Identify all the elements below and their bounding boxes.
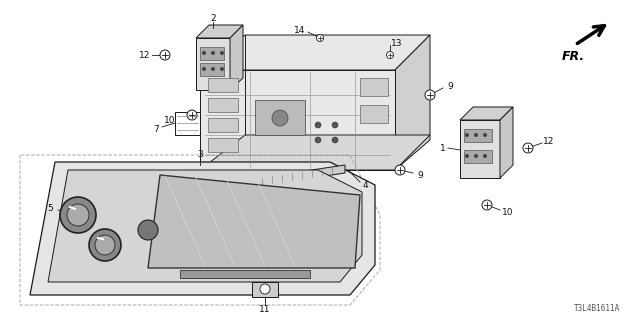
Circle shape [465, 133, 469, 137]
Text: 2: 2 [210, 13, 216, 22]
Polygon shape [196, 25, 243, 38]
Text: FR.: FR. [562, 50, 585, 63]
Circle shape [260, 284, 270, 294]
Circle shape [67, 204, 89, 226]
Circle shape [272, 110, 288, 126]
Text: 8: 8 [262, 194, 268, 203]
Polygon shape [200, 35, 430, 70]
Polygon shape [148, 175, 360, 268]
Circle shape [474, 154, 478, 158]
Circle shape [474, 133, 478, 137]
Circle shape [202, 51, 206, 55]
Text: 6: 6 [74, 245, 80, 254]
Bar [180, 270, 310, 278]
Circle shape [483, 133, 487, 137]
Polygon shape [460, 107, 513, 120]
Circle shape [317, 35, 323, 42]
Circle shape [138, 220, 158, 240]
Circle shape [202, 67, 206, 71]
Circle shape [425, 90, 435, 100]
Circle shape [60, 197, 96, 233]
Text: 10: 10 [164, 116, 176, 124]
Text: 11: 11 [259, 305, 271, 314]
Bar [255, 100, 305, 135]
Text: 5: 5 [47, 204, 53, 212]
Circle shape [332, 137, 338, 143]
Bar [200, 63, 224, 76]
Polygon shape [30, 162, 375, 295]
Circle shape [187, 110, 197, 120]
Bar [464, 129, 492, 142]
Circle shape [220, 67, 224, 71]
Circle shape [160, 50, 170, 60]
Polygon shape [48, 170, 362, 282]
Circle shape [315, 122, 321, 128]
Polygon shape [196, 38, 230, 90]
Text: 12: 12 [543, 137, 555, 146]
Bar [208, 98, 238, 112]
Bar [208, 78, 238, 92]
Circle shape [482, 200, 492, 210]
Text: 1: 1 [440, 143, 446, 153]
Circle shape [211, 51, 215, 55]
Bar [360, 105, 388, 123]
Circle shape [387, 52, 394, 59]
Polygon shape [200, 70, 395, 170]
Text: 4: 4 [362, 180, 368, 189]
Circle shape [89, 229, 121, 261]
Polygon shape [252, 282, 278, 297]
Circle shape [483, 154, 487, 158]
Polygon shape [395, 35, 430, 170]
Bar [208, 118, 238, 132]
Text: 9: 9 [417, 171, 423, 180]
Circle shape [211, 67, 215, 71]
Polygon shape [258, 165, 345, 186]
Circle shape [220, 51, 224, 55]
Bar [464, 150, 492, 163]
Circle shape [95, 235, 115, 255]
Circle shape [465, 154, 469, 158]
Polygon shape [230, 25, 243, 90]
Text: T3L4B1611A: T3L4B1611A [573, 304, 620, 313]
Polygon shape [200, 135, 430, 170]
Text: 7: 7 [153, 124, 159, 133]
Bar [208, 138, 238, 152]
Text: 9: 9 [447, 82, 453, 91]
Bar [360, 78, 388, 96]
Circle shape [395, 165, 405, 175]
Text: 3: 3 [197, 149, 203, 158]
Bar [200, 47, 224, 60]
Text: 10: 10 [502, 207, 514, 217]
Text: 13: 13 [391, 38, 403, 47]
Circle shape [332, 122, 338, 128]
Polygon shape [175, 112, 200, 135]
Text: 14: 14 [294, 26, 306, 35]
Circle shape [315, 137, 321, 143]
Circle shape [523, 143, 533, 153]
Text: 12: 12 [140, 51, 150, 60]
Polygon shape [500, 107, 513, 178]
Polygon shape [460, 120, 500, 178]
